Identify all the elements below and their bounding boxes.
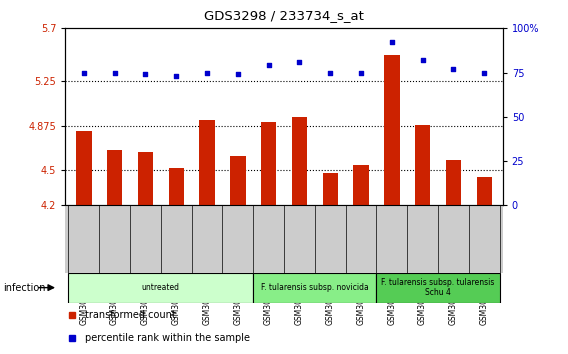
Bar [169,167,184,205]
Text: GDS3298 / 233734_s_at: GDS3298 / 233734_s_at [204,9,364,22]
Bar [261,121,276,205]
Text: F. tularensis subsp. novicida: F. tularensis subsp. novicida [261,283,369,292]
Bar [76,131,91,205]
FancyBboxPatch shape [68,273,253,303]
Bar [353,165,369,205]
Point [110,70,119,75]
Text: untreated: untreated [142,283,180,292]
Bar [137,152,153,205]
Point [233,72,243,77]
Text: transformed count: transformed count [85,309,176,320]
Point [479,70,488,75]
Point [202,70,211,75]
FancyBboxPatch shape [253,273,377,303]
Bar [230,156,245,205]
Bar [107,150,122,205]
FancyBboxPatch shape [377,273,500,303]
Text: infection: infection [3,282,45,293]
Bar [384,56,399,205]
Point [80,70,89,75]
Point [264,63,273,68]
Bar [477,177,492,205]
Point [141,72,150,77]
Point [295,59,304,65]
Bar [446,160,461,205]
Text: percentile rank within the sample: percentile rank within the sample [85,332,250,343]
Text: F. tularensis subsp. tularensis
Schu 4: F. tularensis subsp. tularensis Schu 4 [381,278,495,297]
Point [325,70,335,75]
Point [387,40,396,45]
Bar [199,120,215,205]
Point [172,73,181,79]
Point [357,70,366,75]
Point [449,66,458,72]
Bar [415,125,431,205]
Bar [292,117,307,205]
Point [418,57,427,63]
Bar [323,173,338,205]
